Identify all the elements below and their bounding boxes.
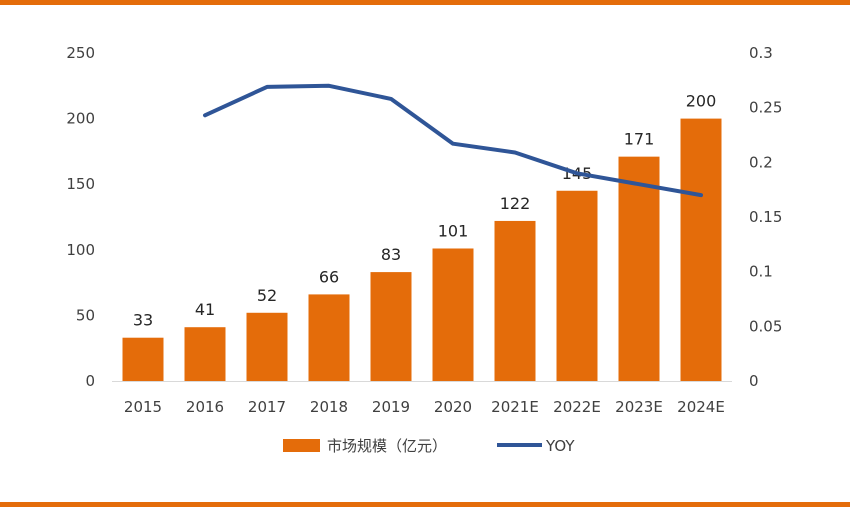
left-tick-label: 250 bbox=[66, 44, 95, 62]
x-tick-label: 2015 bbox=[124, 398, 162, 416]
bar bbox=[680, 118, 722, 381]
left-tick-label: 200 bbox=[66, 110, 95, 128]
legend-bar-swatch bbox=[283, 439, 320, 452]
bar-value-label: 66 bbox=[319, 267, 339, 286]
x-tick-label: 2024E bbox=[677, 398, 725, 416]
left-tick-label: 100 bbox=[66, 241, 95, 259]
bar-value-label: 200 bbox=[686, 92, 717, 111]
bar bbox=[308, 294, 350, 381]
x-tick-label: 2018 bbox=[310, 398, 348, 416]
yoy-line bbox=[203, 83, 703, 198]
bar-value-label: 122 bbox=[500, 194, 531, 213]
right-tick-label: 0.05 bbox=[749, 317, 782, 335]
left-tick-label: 150 bbox=[66, 175, 95, 193]
right-tick-label: 0.25 bbox=[749, 99, 782, 117]
bar-value-label: 33 bbox=[133, 311, 153, 330]
bar-value-label: 171 bbox=[624, 130, 655, 149]
legend-bar-label: 市场规模（亿元） bbox=[327, 437, 447, 455]
top-border bbox=[0, 0, 850, 5]
x-axis-ticks: 2015 2016 2017 2018 2019 2020 2021E 2022E 2023E 2… bbox=[124, 398, 725, 416]
x-tick-label: 2021E bbox=[491, 398, 539, 416]
bar-value-label: 41 bbox=[195, 300, 215, 319]
right-tick-label: 0.2 bbox=[749, 153, 773, 171]
bar bbox=[184, 327, 226, 381]
x-tick-label: 2023E bbox=[615, 398, 663, 416]
legend-line-label: YOY bbox=[545, 437, 575, 455]
bar bbox=[556, 190, 598, 381]
bar bbox=[370, 272, 412, 381]
bar-value-label: 83 bbox=[381, 245, 401, 264]
right-tick-label: 0.15 bbox=[749, 208, 782, 226]
x-tick-label: 2017 bbox=[248, 398, 286, 416]
left-axis-ticks: 0 50 100 150 200 250 bbox=[66, 44, 95, 390]
right-tick-label: 0.3 bbox=[749, 44, 773, 62]
left-tick-label: 0 bbox=[85, 372, 95, 390]
bar bbox=[494, 220, 536, 381]
left-tick-label: 50 bbox=[76, 306, 95, 324]
yoy-line-series bbox=[203, 83, 703, 198]
bar-series bbox=[122, 118, 722, 381]
bar bbox=[432, 248, 474, 381]
right-tick-label: 0 bbox=[749, 372, 759, 390]
bar bbox=[246, 312, 288, 381]
bar-value-label: 52 bbox=[257, 286, 277, 305]
x-tick-label: 2016 bbox=[186, 398, 224, 416]
bar-value-label: 101 bbox=[438, 221, 469, 240]
bar bbox=[618, 156, 660, 381]
legend: 市场规模（亿元） YOY bbox=[283, 437, 575, 455]
right-axis-ticks: 0 0.05 0.1 0.15 0.2 0.25 0.3 bbox=[749, 44, 782, 390]
x-tick-label: 2020 bbox=[434, 398, 472, 416]
x-tick-label: 2019 bbox=[372, 398, 410, 416]
right-tick-label: 0.1 bbox=[749, 263, 773, 281]
bottom-border bbox=[0, 502, 850, 507]
bar bbox=[122, 337, 164, 381]
x-tick-label: 2022E bbox=[553, 398, 601, 416]
